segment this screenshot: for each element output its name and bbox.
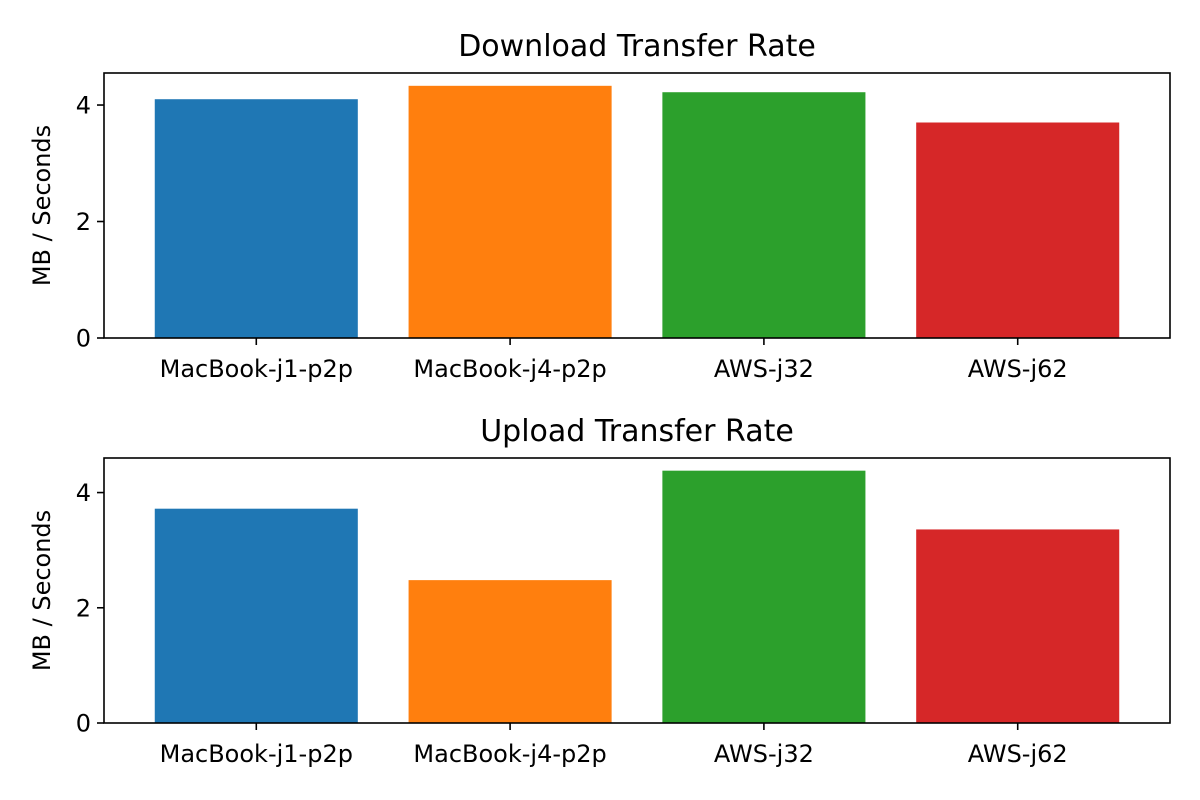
upload-y-tick-label: 2 <box>76 594 91 622</box>
upload-chart: Upload Transfer Rate MB / Seconds 0 2 4 MacBo… <box>28 414 1171 768</box>
upload-y-axis-label: MB / Seconds <box>28 510 56 671</box>
upload-axes-frame <box>103 457 1171 724</box>
upload-bar-macbook-j4-p2p <box>408 580 612 723</box>
upload-bar-aws-j62 <box>916 529 1120 723</box>
download-y-tick-label: 4 <box>76 92 91 120</box>
download-chart: Download Transfer Rate MB / Seconds 0 2 4 Mac… <box>28 29 1171 383</box>
download-bar-aws-j32 <box>662 92 866 338</box>
download-y-tick-label: 0 <box>76 325 91 353</box>
download-x-tick-label: MacBook-j1-p2p <box>160 355 353 383</box>
download-x-tick-label: AWS-j32 <box>714 355 814 383</box>
download-y-axis-label: MB / Seconds <box>28 125 56 286</box>
upload-y-tick-label: 4 <box>76 479 91 507</box>
download-axes-frame <box>103 72 1171 339</box>
upload-bar-aws-j32 <box>662 470 866 723</box>
download-bar-macbook-j1-p2p <box>154 99 358 338</box>
upload-y-tick-label: 0 <box>76 710 91 738</box>
download-y-tick-label: 2 <box>76 208 91 236</box>
download-bar-macbook-j4-p2p <box>408 85 612 338</box>
download-chart-title: Download Transfer Rate <box>458 29 816 64</box>
upload-x-tick-label: AWS-j32 <box>714 740 814 768</box>
upload-x-tick-label: MacBook-j1-p2p <box>160 740 353 768</box>
upload-bar-macbook-j1-p2p <box>154 508 358 723</box>
upload-x-tick-label: AWS-j62 <box>968 740 1068 768</box>
download-x-tick-label: AWS-j62 <box>968 355 1068 383</box>
upload-x-tick-label: MacBook-j4-p2p <box>413 740 606 768</box>
upload-chart-title: Upload Transfer Rate <box>480 414 794 449</box>
download-bar-aws-j62 <box>916 122 1120 338</box>
download-x-tick-label: MacBook-j4-p2p <box>413 355 606 383</box>
